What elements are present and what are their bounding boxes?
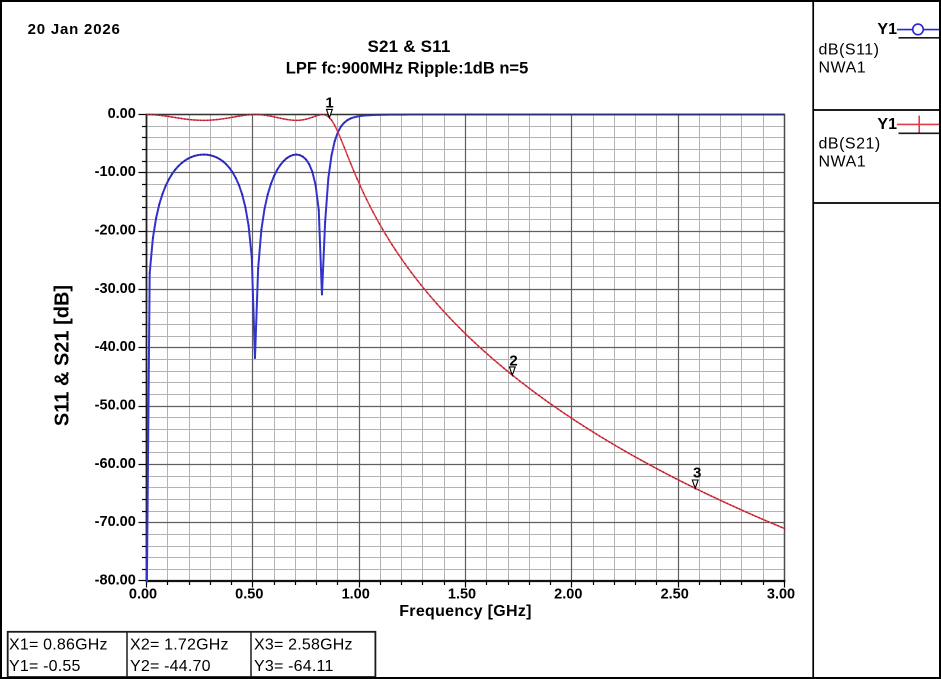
svg-text:2: 2 xyxy=(509,352,517,369)
svg-text:X3= 2.58GHz: X3= 2.58GHz xyxy=(254,636,353,653)
svg-text:-40.00: -40.00 xyxy=(95,339,136,355)
svg-text:3: 3 xyxy=(693,465,701,482)
svg-text:X1= 0.86GHz: X1= 0.86GHz xyxy=(9,636,108,653)
svg-text:20 Jan 2026: 20 Jan 2026 xyxy=(28,21,121,38)
svg-text:-30.00: -30.00 xyxy=(95,281,136,297)
svg-text:LPF fc:900MHz Ripple:1dB n=5: LPF fc:900MHz Ripple:1dB n=5 xyxy=(286,59,529,77)
svg-text:X2= 1.72GHz: X2= 1.72GHz xyxy=(130,636,229,653)
svg-text:2.50: 2.50 xyxy=(661,587,689,603)
svg-text:-70.00: -70.00 xyxy=(95,514,136,530)
svg-text:Frequency [GHz]: Frequency [GHz] xyxy=(399,603,532,620)
svg-text:NWA1: NWA1 xyxy=(819,153,867,170)
svg-text:-60.00: -60.00 xyxy=(95,456,136,472)
svg-text:Y1= -0.55: Y1= -0.55 xyxy=(9,658,81,675)
svg-text:-10.00: -10.00 xyxy=(95,164,136,180)
svg-text:1: 1 xyxy=(325,94,333,111)
svg-text:NWA1: NWA1 xyxy=(819,59,867,76)
svg-text:Y3= -64.11: Y3= -64.11 xyxy=(254,658,334,675)
svg-text:-20.00: -20.00 xyxy=(95,223,136,239)
svg-text:1.50: 1.50 xyxy=(448,587,476,603)
svg-text:0.50: 0.50 xyxy=(235,587,263,603)
svg-text:-50.00: -50.00 xyxy=(95,398,136,414)
svg-text:S11 & S21 [dB]: S11 & S21 [dB] xyxy=(51,285,73,426)
svg-text:0.00: 0.00 xyxy=(129,587,157,603)
svg-text:dB(S21): dB(S21) xyxy=(819,136,881,153)
svg-text:2.00: 2.00 xyxy=(554,587,582,603)
svg-text:S21 & S11: S21 & S11 xyxy=(367,37,450,56)
svg-text:dB(S11): dB(S11) xyxy=(819,41,880,58)
svg-text:Y2= -44.70: Y2= -44.70 xyxy=(130,658,211,675)
svg-text:0.00: 0.00 xyxy=(108,106,136,122)
svg-text:3.00: 3.00 xyxy=(767,587,795,603)
svg-text:1.00: 1.00 xyxy=(342,587,370,603)
svg-text:Y1: Y1 xyxy=(877,116,897,133)
svg-text:Y1: Y1 xyxy=(877,21,897,38)
svg-text:-80.00: -80.00 xyxy=(95,572,136,588)
